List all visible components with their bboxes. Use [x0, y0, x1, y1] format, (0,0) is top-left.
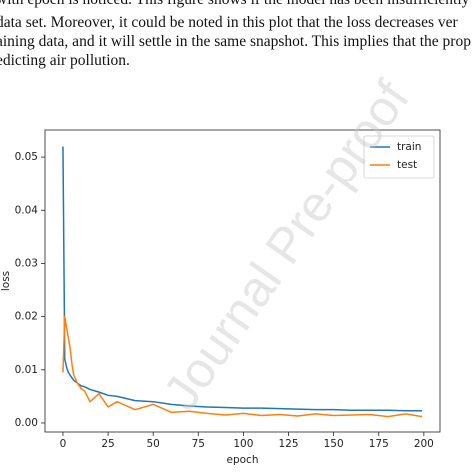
x-tick-label: 0: [60, 438, 67, 450]
body-line: data set. Moreover, it could be noted in…: [0, 14, 459, 31]
y-tick-label: 0.05: [15, 151, 38, 163]
y-tick-label: 0.03: [15, 257, 38, 269]
line-series: [62, 315, 423, 418]
legend-label: train: [397, 141, 421, 153]
body-line: with epoch is noticed. This figure shows…: [0, 0, 470, 8]
x-tick-label: 50: [146, 438, 159, 450]
line-series: [62, 146, 423, 412]
x-tick-label: 125: [278, 438, 298, 450]
chart: 0.00 0.01 0.02 0.03 0.04 0.05 0 25 50 75 100 125 150…: [0, 129, 441, 466]
body-line: edicting air pollution.: [0, 52, 130, 69]
watermark: Journal Pre-proof: [152, 71, 420, 420]
x-tick-label: 175: [369, 438, 389, 450]
x-tick-label: 150: [324, 438, 344, 450]
legend-label: test: [397, 159, 417, 171]
x-tick-label: 100: [233, 438, 253, 450]
y-tick-label: 0.00: [15, 417, 38, 429]
y-tick-label: 0.04: [15, 204, 39, 216]
x-tick-label: 200: [414, 438, 434, 450]
x-tick-label: 75: [192, 438, 205, 450]
x-tick-label: 25: [101, 438, 114, 450]
plot-frame: [44, 129, 441, 433]
y-tick-label: 0.01: [15, 364, 38, 376]
body-line: aining data, and it will settle in the s…: [0, 33, 471, 50]
y-tick-label: 0.02: [15, 311, 38, 323]
y-axis-label: loss: [0, 271, 12, 291]
x-axis-label: epoch: [227, 454, 259, 466]
